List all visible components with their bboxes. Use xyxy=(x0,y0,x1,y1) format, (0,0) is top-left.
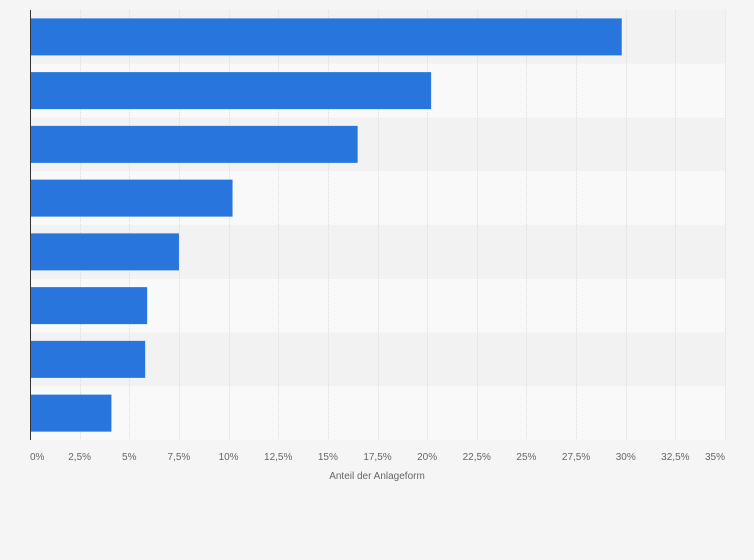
bar xyxy=(30,125,358,163)
x-tick-label: 22,5% xyxy=(463,452,491,463)
x-tick-label: 17,5% xyxy=(363,452,391,463)
bar xyxy=(30,233,179,271)
x-tick-label: 27,5% xyxy=(562,452,590,463)
x-tick-label: 12,5% xyxy=(264,452,292,463)
bar xyxy=(30,18,622,56)
bar xyxy=(30,287,148,325)
x-tick-label: 32,5% xyxy=(661,452,689,463)
row-band xyxy=(30,386,725,440)
x-tick-label: 35% xyxy=(705,452,725,463)
x-tick-label: 30% xyxy=(616,452,636,463)
x-tick-label: 20% xyxy=(417,452,437,463)
x-tick-label: 10% xyxy=(219,452,239,463)
bars xyxy=(30,18,622,432)
bar xyxy=(30,72,432,110)
x-tick-label: 5% xyxy=(122,452,137,463)
row-band xyxy=(30,332,725,387)
x-tick-label: 25% xyxy=(516,452,536,463)
gridlines xyxy=(80,10,726,440)
x-tick-label: 2,5% xyxy=(68,452,91,463)
x-axis-ticks: 0% 2,5% 5% 7,5% 10% 12,5% 15% 17,5% 20% 22,5% 25% 2… xyxy=(30,452,725,463)
bar xyxy=(30,179,233,217)
x-tick-label: 0% xyxy=(30,452,45,463)
x-tick-label: 15% xyxy=(318,452,338,463)
bar xyxy=(30,394,112,432)
bar xyxy=(30,340,146,378)
x-axis-title: Anteil der Anlageform xyxy=(329,471,425,482)
x-tick-label: 7,5% xyxy=(168,452,191,463)
